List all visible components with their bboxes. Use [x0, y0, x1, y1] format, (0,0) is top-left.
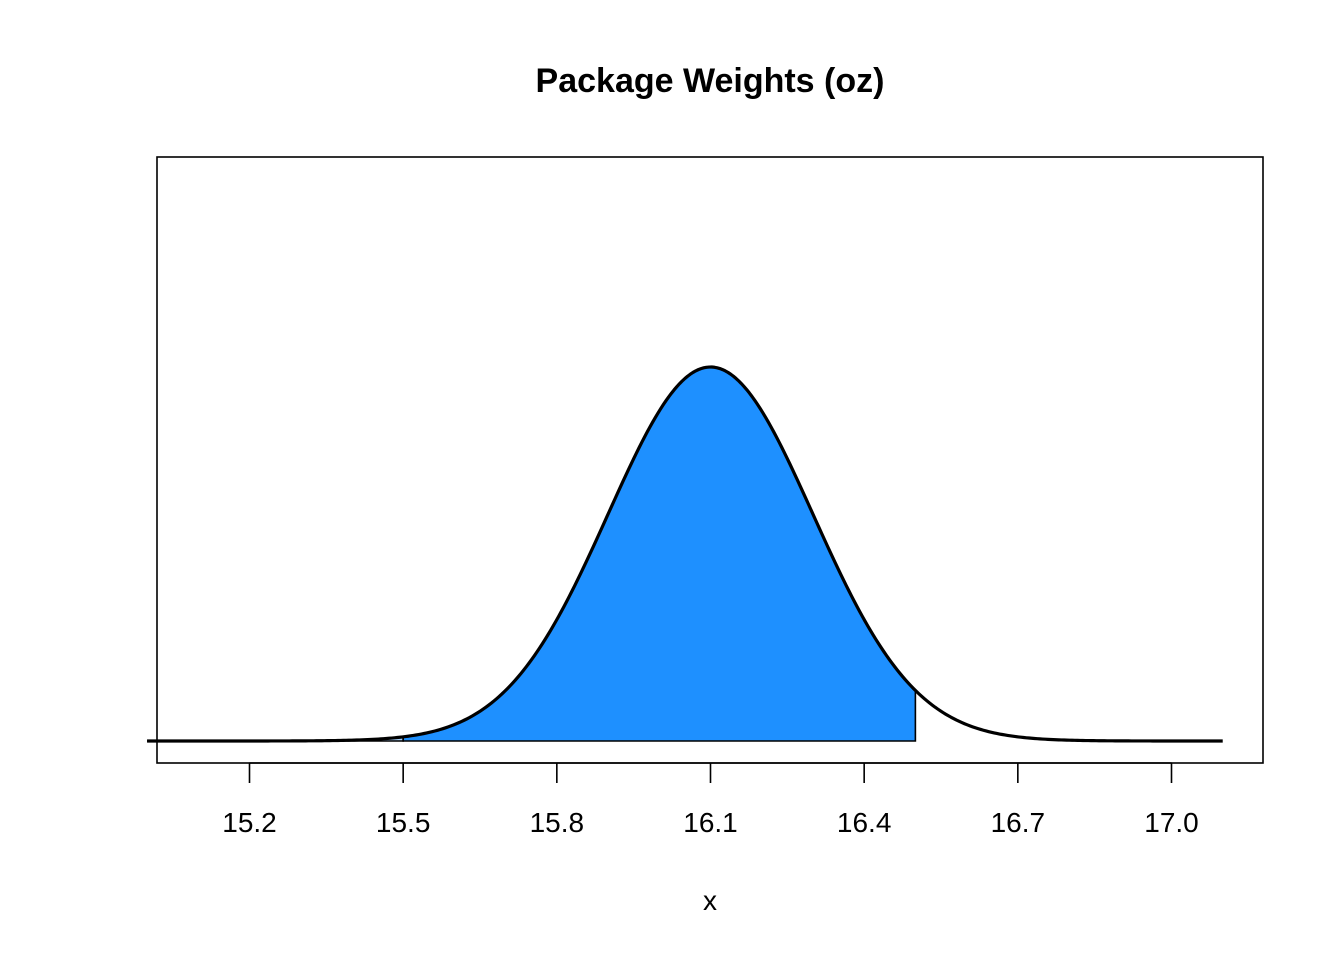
- chart-title: Package Weights (oz): [536, 62, 885, 100]
- x-tick-label: 15.8: [530, 807, 585, 838]
- x-tick-label: 15.2: [222, 807, 277, 838]
- x-tick-label: 16.7: [991, 807, 1046, 838]
- x-axis-label: x: [703, 885, 717, 916]
- x-axis-ticks: 15.2 15.5 15.8 16.1 16.4 16.7 17.0: [222, 763, 1199, 838]
- shaded-regions: [147, 366, 917, 742]
- x-tick-label: 17.0: [1144, 807, 1199, 838]
- shaded-region-2: [402, 366, 917, 742]
- x-tick-label: 16.1: [683, 807, 738, 838]
- x-tick-label: 15.5: [376, 807, 431, 838]
- x-tick-label: 16.4: [837, 807, 892, 838]
- density-curve: [147, 365, 1223, 743]
